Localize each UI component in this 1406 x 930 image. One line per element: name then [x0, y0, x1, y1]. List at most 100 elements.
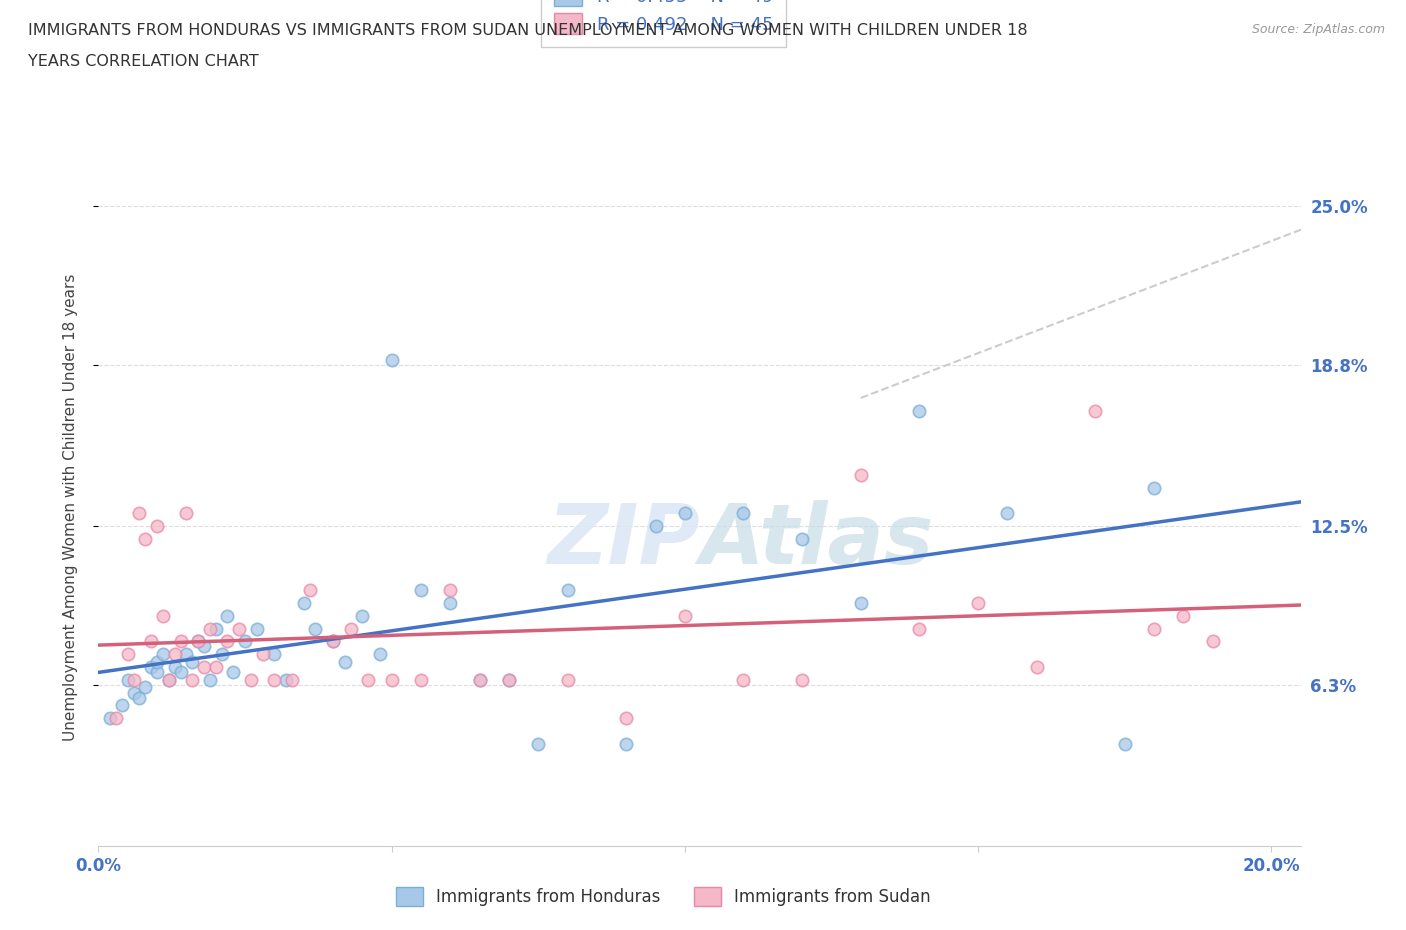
Point — [198, 621, 221, 636]
Point — [204, 659, 226, 674]
Point — [134, 531, 156, 546]
Point — [204, 621, 226, 636]
Point — [468, 672, 491, 687]
Point — [409, 672, 432, 687]
Text: YEARS CORRELATION CHART: YEARS CORRELATION CHART — [28, 54, 259, 69]
Point — [292, 595, 315, 610]
Point — [146, 665, 169, 680]
Point — [733, 506, 755, 521]
Point — [176, 646, 198, 661]
Point — [352, 608, 374, 623]
Point — [263, 672, 285, 687]
Point — [157, 672, 180, 687]
Point — [211, 646, 233, 661]
Point — [222, 665, 245, 680]
Point — [908, 621, 931, 636]
Point — [134, 680, 156, 695]
Point — [146, 655, 169, 670]
Point — [673, 506, 696, 521]
Point — [152, 646, 174, 661]
Point — [263, 646, 285, 661]
Point — [381, 352, 404, 367]
Point — [181, 672, 204, 687]
Point — [790, 531, 813, 546]
Point — [198, 672, 221, 687]
Point — [1173, 608, 1195, 623]
Point — [1084, 404, 1107, 418]
Point — [357, 672, 380, 687]
Legend: Immigrants from Honduras, Immigrants from Sudan: Immigrants from Honduras, Immigrants fro… — [389, 880, 938, 912]
Point — [673, 608, 696, 623]
Point — [498, 672, 520, 687]
Point — [339, 621, 361, 636]
Point — [176, 506, 198, 521]
Point — [995, 506, 1018, 521]
Point — [146, 519, 169, 534]
Point — [1143, 480, 1166, 495]
Point — [141, 634, 163, 649]
Point — [141, 659, 163, 674]
Point — [409, 583, 432, 598]
Point — [1114, 737, 1136, 751]
Point — [187, 634, 209, 649]
Point — [217, 634, 239, 649]
Point — [98, 711, 121, 725]
Point — [527, 737, 550, 751]
Point — [157, 672, 180, 687]
Point — [163, 646, 186, 661]
Text: IMMIGRANTS FROM HONDURAS VS IMMIGRANTS FROM SUDAN UNEMPLOYMENT AMONG WOMEN WITH : IMMIGRANTS FROM HONDURAS VS IMMIGRANTS F… — [28, 23, 1028, 38]
Point — [152, 608, 174, 623]
Point — [1143, 621, 1166, 636]
Point — [111, 698, 134, 712]
Point — [128, 506, 150, 521]
Point — [117, 672, 139, 687]
Point — [233, 634, 256, 649]
Point — [849, 468, 872, 483]
Point — [128, 690, 150, 705]
Point — [1201, 634, 1223, 649]
Point — [908, 404, 931, 418]
Point — [304, 621, 326, 636]
Text: Atlas: Atlas — [700, 500, 934, 581]
Point — [644, 519, 666, 534]
Point — [193, 659, 215, 674]
Point — [368, 646, 391, 661]
Point — [281, 672, 304, 687]
Point — [967, 595, 990, 610]
Y-axis label: Unemployment Among Women with Children Under 18 years: Unemployment Among Women with Children U… — [63, 273, 77, 740]
Point — [228, 621, 250, 636]
Point — [122, 685, 145, 700]
Point — [163, 659, 186, 674]
Point — [322, 634, 344, 649]
Point — [1025, 659, 1047, 674]
Point — [169, 665, 191, 680]
Point — [322, 634, 344, 649]
Point — [217, 608, 239, 623]
Point — [181, 655, 204, 670]
Point — [187, 634, 209, 649]
Point — [298, 583, 321, 598]
Point — [381, 672, 404, 687]
Text: ZIP: ZIP — [547, 500, 700, 581]
Point — [252, 646, 274, 661]
Point — [274, 672, 297, 687]
Point — [557, 583, 579, 598]
Point — [193, 639, 215, 654]
Point — [614, 711, 637, 725]
Point — [122, 672, 145, 687]
Point — [246, 621, 269, 636]
Point — [790, 672, 813, 687]
Point — [439, 595, 461, 610]
Point — [468, 672, 491, 687]
Text: Source: ZipAtlas.com: Source: ZipAtlas.com — [1251, 23, 1385, 36]
Point — [557, 672, 579, 687]
Point — [239, 672, 262, 687]
Point — [117, 646, 139, 661]
Point — [614, 737, 637, 751]
Point — [333, 655, 356, 670]
Point — [105, 711, 128, 725]
Point — [169, 634, 191, 649]
Point — [733, 672, 755, 687]
Point — [498, 672, 520, 687]
Point — [439, 583, 461, 598]
